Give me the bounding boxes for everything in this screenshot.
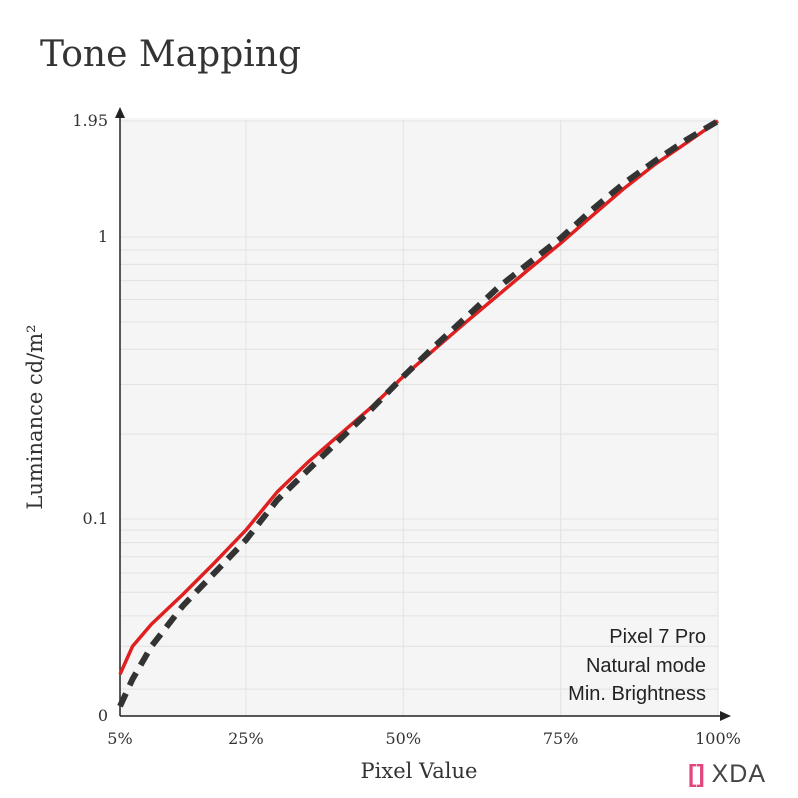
y-axis-arrow — [115, 107, 125, 118]
xda-logo: [] XDA — [688, 760, 788, 790]
y-tick-label: 1.95 — [72, 111, 108, 130]
y-tick-labels: 0 0.1 1 1.95 — [72, 111, 108, 725]
series-line-dashed — [117, 118, 720, 708]
grid-lines — [120, 120, 719, 716]
x-tick-label: 5% — [107, 729, 132, 748]
x-tick-label: 100% — [695, 729, 741, 748]
annotation-line-brightness: Min. Brightness — [568, 683, 706, 705]
series-lines — [117, 118, 720, 708]
plot-background — [120, 118, 718, 716]
chart-title: Tone Mapping — [40, 34, 301, 75]
y-tick-label: 0 — [98, 706, 108, 725]
x-tick-label: 50% — [385, 729, 421, 748]
logo-mark: [] — [688, 760, 705, 788]
x-tick-label: 25% — [228, 729, 264, 748]
logo-text: XDA — [711, 760, 767, 788]
x-tick-label: 75% — [543, 729, 579, 748]
annotation-line-mode: Natural mode — [586, 655, 706, 677]
x-tick-labels: 5% 25% 50% 75% 100% — [107, 729, 741, 748]
y-axis-label: Luminance cd/m² — [23, 324, 47, 509]
x-axis-arrow — [720, 711, 731, 721]
x-axis-label: Pixel Value — [361, 759, 478, 783]
y-tick-label: 0.1 — [83, 509, 108, 528]
annotation-line-device: Pixel 7 Pro — [609, 626, 706, 648]
y-tick-label: 1 — [98, 227, 108, 246]
annotation-box: Pixel 7 Pro Natural mode Min. Brightness — [568, 626, 706, 705]
